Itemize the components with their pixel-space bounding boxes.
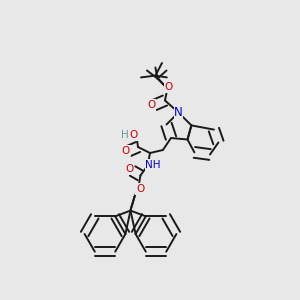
Text: N: N bbox=[174, 106, 183, 119]
Text: H: H bbox=[121, 130, 129, 140]
Text: O: O bbox=[125, 164, 134, 175]
Text: O: O bbox=[122, 146, 130, 156]
Text: O: O bbox=[129, 130, 138, 140]
Text: O: O bbox=[165, 82, 173, 92]
Text: O: O bbox=[147, 100, 156, 110]
Text: O: O bbox=[136, 184, 144, 194]
Text: NH: NH bbox=[145, 160, 161, 170]
